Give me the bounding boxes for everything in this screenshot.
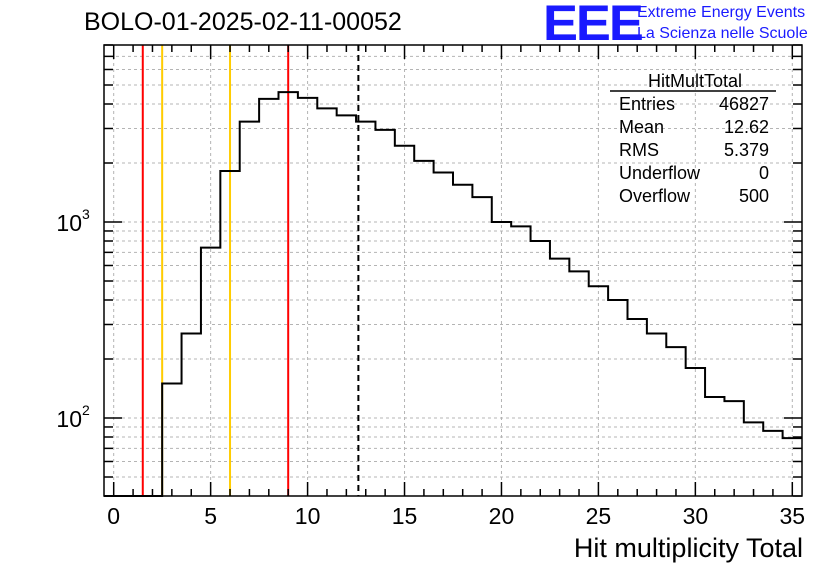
y-tick-label-base: 10 xyxy=(56,210,82,236)
x-axis-label: Hit multiplicity Total xyxy=(573,533,803,563)
x-tick-label: 0 xyxy=(107,503,120,529)
x-tick-label: 20 xyxy=(489,503,515,529)
stats-row-value: 500 xyxy=(739,186,769,206)
chart-title: BOLO-01-2025-02-11-00052 xyxy=(84,8,402,36)
stats-row-value: 0 xyxy=(759,163,769,183)
y-tick-label-base: 10 xyxy=(56,406,82,432)
plot-frame xyxy=(103,44,803,497)
logo-line-2: La Scienza nelle Scuole xyxy=(637,25,808,42)
x-tick-label: 5 xyxy=(204,503,217,529)
y-tick-label-exp: 2 xyxy=(82,402,90,418)
stats-box: HitMultTotal Entries 46827 Mean 12.62 RMS 5.37… xyxy=(610,71,776,206)
stats-row-label: RMS xyxy=(619,140,659,160)
stats-row-label: Overflow xyxy=(619,186,691,206)
logo-line-1: Extreme Energy Events xyxy=(637,4,806,21)
axis-ticks xyxy=(104,44,802,497)
stats-row-label: Mean xyxy=(619,117,664,137)
stats-row-value: 12.62 xyxy=(724,117,769,137)
grid-lines xyxy=(104,44,802,497)
eee-logo: EEE xyxy=(543,0,644,51)
reference-lines xyxy=(141,45,360,496)
x-tick-label: 25 xyxy=(586,503,612,529)
histogram-line xyxy=(104,91,802,497)
stats-row-label: Entries xyxy=(619,94,675,114)
x-tick-label: 10 xyxy=(295,503,321,529)
stats-row-label: Underflow xyxy=(619,163,701,183)
stats-row-value: 5.379 xyxy=(724,140,769,160)
histogram-series xyxy=(104,91,802,497)
y-tick-label-exp: 3 xyxy=(82,206,90,222)
stats-title: HitMultTotal xyxy=(648,71,742,91)
x-tick-label: 15 xyxy=(392,503,418,529)
x-tick-label: 35 xyxy=(780,503,806,529)
stats-row-value: 46827 xyxy=(719,94,769,114)
x-tick-label: 30 xyxy=(683,503,709,529)
